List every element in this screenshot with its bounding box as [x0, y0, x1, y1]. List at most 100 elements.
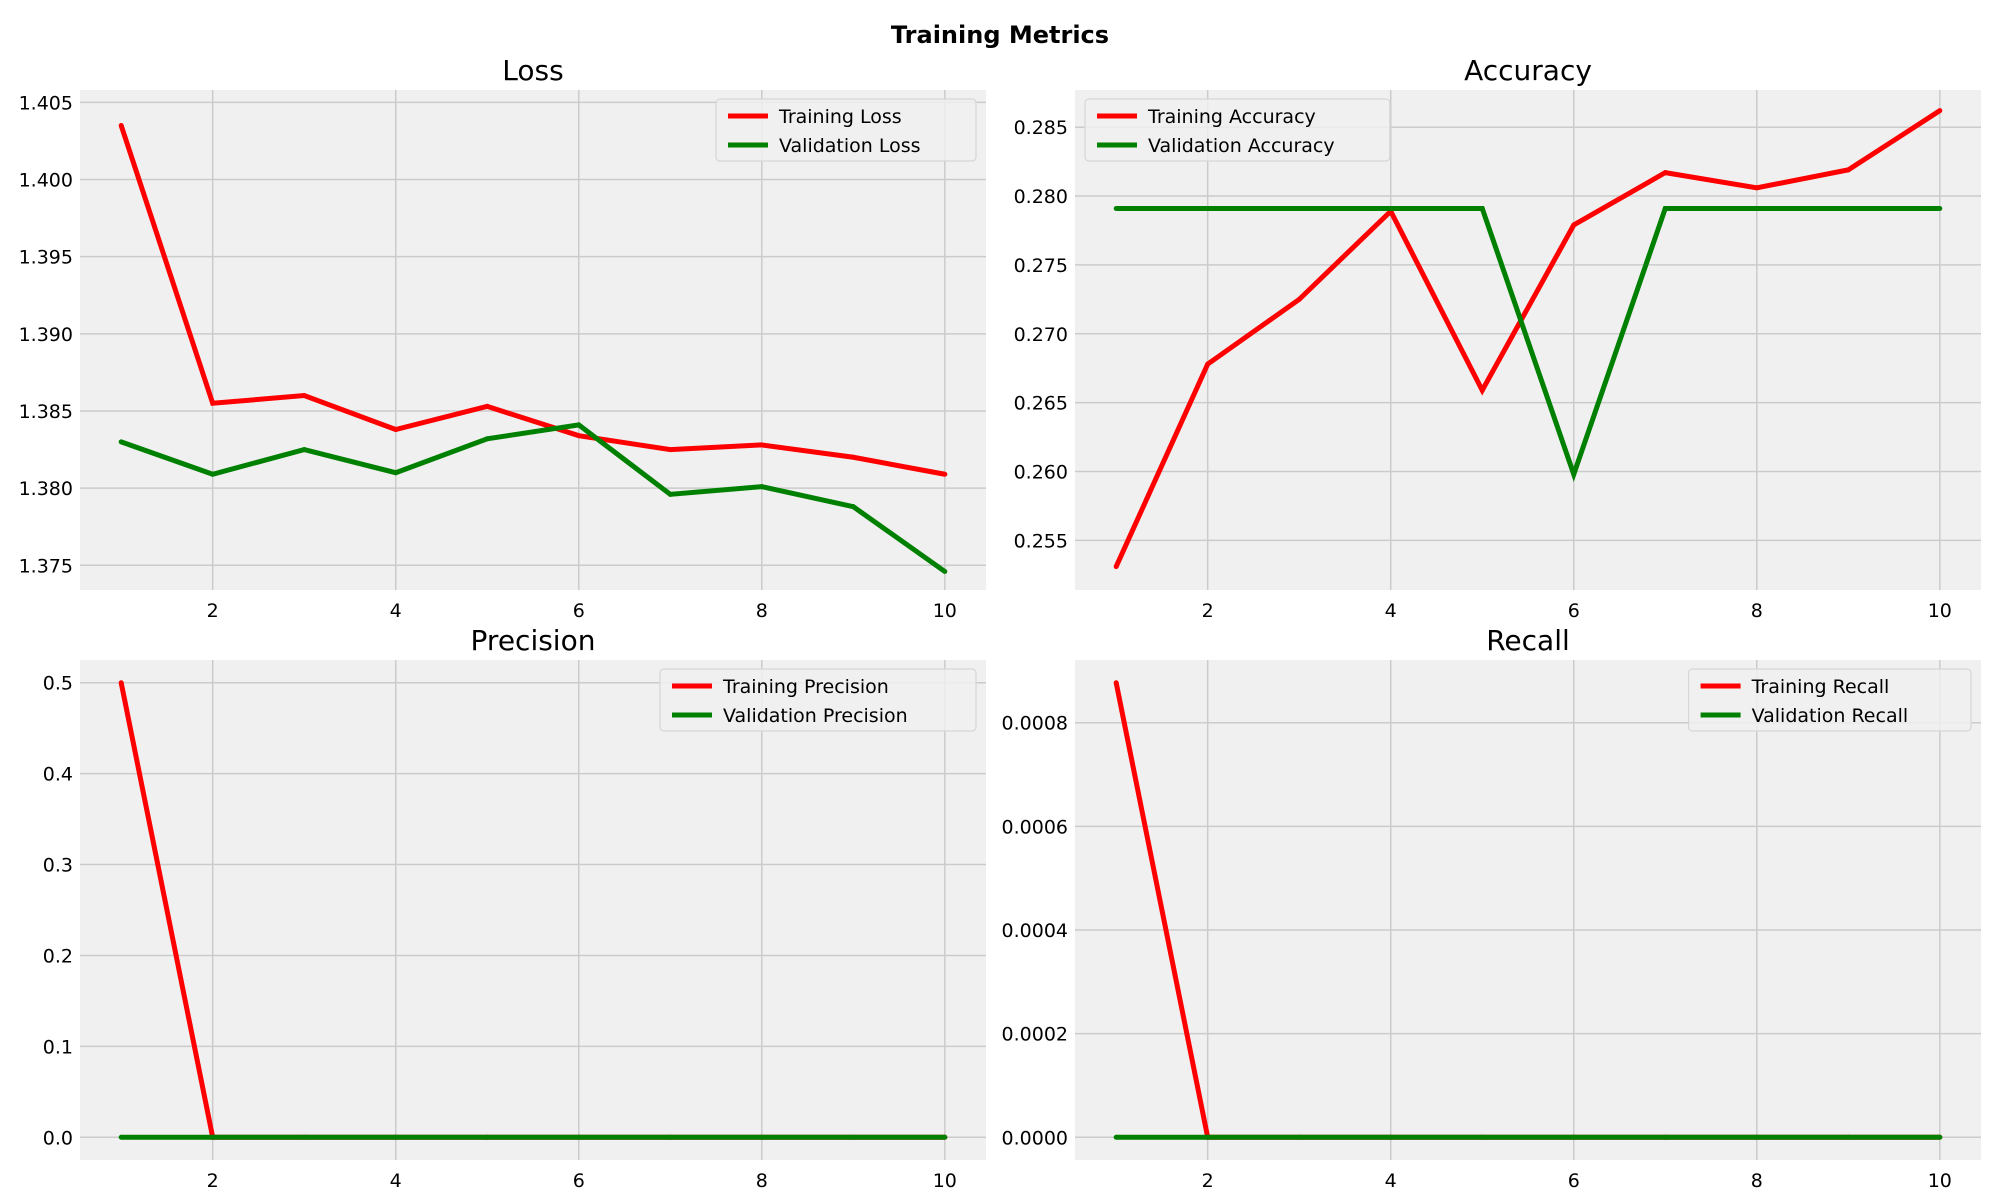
training-accuracy-point: [1479, 387, 1485, 393]
validation-accuracy-legend-label: Validation Accuracy: [1148, 135, 1335, 157]
validation-accuracy-point: [1571, 471, 1577, 477]
precision-x-tick-label: 4: [390, 1170, 402, 1192]
loss-plot-area: [80, 90, 986, 590]
validation-precision-point: [210, 1134, 216, 1140]
loss-y-tick-label: 1.390: [19, 324, 73, 346]
validation-accuracy-point: [1388, 205, 1394, 211]
validation-loss-line: [120, 422, 947, 574]
validation-loss-point: [210, 471, 216, 477]
loss-title: Loss: [502, 54, 563, 87]
accuracy-y-tick-label: 0.265: [1014, 393, 1068, 415]
precision-x-tick-label: 6: [573, 1170, 585, 1192]
precision-y-tick-label: 0.3: [43, 855, 73, 877]
recall-panel: Recall 2 4 6 8 10 0.0000 0.0002 0.0004 0.0006 0.00…: [1002, 624, 1981, 1192]
validation-recall-point: [1479, 1134, 1485, 1140]
training-loss-point: [759, 442, 765, 448]
validation-recall-point: [1296, 1134, 1302, 1140]
recall-x-tick-label: 10: [1928, 1170, 1952, 1192]
training-accuracy-point: [1845, 167, 1851, 173]
validation-loss-point: [301, 447, 307, 453]
training-loss-point: [393, 427, 399, 433]
accuracy-y-tick-label: 0.260: [1014, 462, 1068, 484]
training-accuracy-point: [1571, 222, 1577, 228]
validation-loss-point: [576, 422, 582, 428]
training-loss-line: [118, 124, 946, 477]
accuracy-y-tick-label: 0.270: [1014, 324, 1068, 346]
validation-precision-point: [942, 1134, 948, 1140]
validation-precision-point: [118, 1134, 124, 1140]
validation-recall-point: [1754, 1134, 1760, 1140]
loss-y-tick-label: 1.375: [19, 555, 73, 577]
precision-y-tick-label: 0.4: [43, 764, 73, 786]
loss-x-tick-label: 4: [390, 600, 402, 622]
training-recall-point: [1113, 680, 1119, 686]
loss-legend-box: [715, 98, 977, 162]
recall-y-tick-label: 0.0000: [1002, 1127, 1068, 1149]
training-loss-point: [210, 400, 216, 406]
accuracy-x-tick-label: 4: [1385, 600, 1397, 622]
loss-y-tick-label: 1.405: [19, 92, 73, 114]
validation-precision-legend-label: Validation Precision: [723, 705, 908, 727]
recall-x-tick-label: 8: [1751, 1170, 1763, 1192]
training-loss-point: [576, 433, 582, 439]
precision-x-tick-label: 2: [207, 1170, 219, 1192]
training-loss-point: [942, 471, 948, 477]
training-loss-legend-label: Training Loss: [778, 106, 902, 128]
validation-loss-point: [118, 439, 124, 445]
training-accuracy-point: [1205, 361, 1211, 367]
validation-recall-legend-label: Validation Recall: [1752, 705, 1909, 727]
validation-precision-point: [576, 1134, 582, 1140]
precision-y-tick-label: 0.0: [43, 1127, 73, 1149]
loss-y-tick-label: 1.395: [19, 247, 73, 269]
loss-legend: Training Loss Validation Loss: [715, 98, 977, 162]
training-recall-legend-label: Training Recall: [1751, 676, 1890, 698]
validation-recall-point: [1845, 1134, 1851, 1140]
loss-panel: Loss 2 4 6 8 10 1.375 1.380 1.385 1.390 1.395 1.400…: [19, 54, 986, 622]
validation-accuracy-point: [1479, 205, 1485, 211]
training-accuracy-point: [1754, 185, 1760, 191]
accuracy-y-tick-label: 0.280: [1014, 186, 1068, 208]
accuracy-legend: Training Accuracy Validation Accuracy: [1084, 98, 1391, 162]
precision-panel: Precision 2 4 6 8 10 0.0 0.1 0.2 0.3 0.4 0.5 Trainin…: [43, 624, 986, 1192]
recall-x-tick-label: 4: [1385, 1170, 1397, 1192]
training-accuracy-line: [1113, 108, 1942, 568]
accuracy-x-tick-label: 10: [1928, 600, 1952, 622]
accuracy-title: Accuracy: [1464, 54, 1592, 87]
precision-y-tick-label: 0.5: [43, 673, 73, 695]
validation-recall-point: [1113, 1134, 1119, 1140]
validation-recall-point: [1205, 1134, 1211, 1140]
recall-plot-area: [1075, 660, 1981, 1160]
training-loss-point: [301, 393, 307, 399]
validation-recall-point: [1388, 1134, 1394, 1140]
loss-x-tick-label: 2: [207, 600, 219, 622]
loss-x-tick-label: 10: [933, 600, 957, 622]
validation-accuracy-point: [1937, 205, 1943, 211]
accuracy-y-tick-label: 0.255: [1014, 530, 1068, 552]
validation-loss-point: [942, 568, 948, 574]
validation-precision-point: [667, 1134, 673, 1140]
validation-precision-point: [393, 1134, 399, 1140]
training-accuracy-point: [1662, 170, 1668, 176]
figure-title: Training Metrics: [891, 21, 1109, 49]
precision-legend-box: [659, 668, 977, 732]
recall-y-tick-label: 0.0008: [1002, 713, 1068, 735]
validation-accuracy-point: [1205, 205, 1211, 211]
validation-loss-point: [667, 491, 673, 497]
loss-y-tick-label: 1.380: [19, 478, 73, 500]
training-loss-point: [484, 403, 490, 409]
recall-y-tick-label: 0.0004: [1002, 920, 1068, 942]
validation-accuracy-point: [1754, 205, 1760, 211]
training-accuracy-point: [1937, 108, 1943, 114]
training-precision-point: [118, 680, 124, 686]
loss-x-tick-label: 8: [756, 600, 768, 622]
recall-legend-box: [1687, 668, 1972, 732]
validation-loss-point: [393, 470, 399, 476]
precision-x-tick-label: 10: [933, 1170, 957, 1192]
validation-recall-point: [1571, 1134, 1577, 1140]
loss-y-tick-label: 1.400: [19, 170, 73, 192]
accuracy-x-tick-label: 6: [1568, 600, 1580, 622]
precision-title: Precision: [471, 624, 596, 657]
recall-title: Recall: [1486, 624, 1570, 657]
training-precision-legend-label: Training Precision: [722, 676, 889, 698]
